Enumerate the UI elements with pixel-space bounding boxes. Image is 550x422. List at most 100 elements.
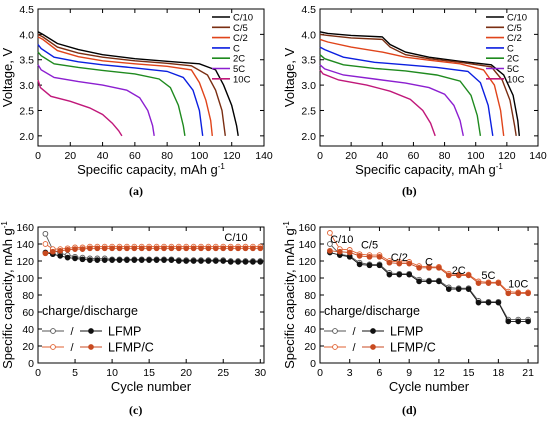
legend-marker-open <box>50 344 56 350</box>
series-line-5C <box>319 64 464 137</box>
legend-label: C/2 <box>233 33 248 44</box>
x-tick-label: 100 <box>191 150 209 162</box>
data-point <box>227 245 234 252</box>
data-point <box>235 259 241 265</box>
data-point <box>235 245 241 252</box>
legend-label: 10C <box>233 74 251 85</box>
data-point <box>376 262 383 269</box>
y-tick-label: 80 <box>22 290 34 302</box>
x-tick-label: 20 <box>180 367 192 379</box>
annotation-rate: C/10 <box>224 232 247 244</box>
data-point <box>153 257 160 263</box>
x-tick-label: 40 <box>97 150 109 162</box>
y-tick-label: 100 <box>298 273 316 285</box>
x-tick-label: 40 <box>376 150 388 162</box>
data-point <box>525 318 531 325</box>
x-tick-label: 30 <box>254 367 266 379</box>
x-tick-label: 20 <box>345 150 357 162</box>
x-tick-label: 15 <box>463 367 475 379</box>
x-tick-label: 20 <box>64 150 76 162</box>
x-tick-label: 25 <box>217 367 229 379</box>
series-line-10C <box>37 79 123 137</box>
legend-marker-filled <box>370 328 376 334</box>
rate-label: C <box>425 256 433 268</box>
legend-label: C/5 <box>507 23 522 34</box>
data-point <box>455 286 462 292</box>
y-axis-title: Voltage, V <box>282 48 297 108</box>
data-point <box>87 245 93 252</box>
data-point <box>183 258 190 264</box>
y-tick-label: 80 <box>304 290 316 302</box>
y-tick-label: 4.0 <box>301 29 316 41</box>
data-point <box>366 253 373 260</box>
plot-frame <box>37 8 265 147</box>
x-tick-label: 60 <box>129 150 141 162</box>
data-point <box>49 248 56 255</box>
x-tick-label: 18 <box>493 367 505 379</box>
legend-separator: / <box>352 342 356 354</box>
data-point <box>465 272 472 279</box>
y-tick-label: 3.5 <box>19 55 34 67</box>
data-point <box>42 241 49 247</box>
data-point <box>161 257 167 263</box>
data-point <box>79 246 86 252</box>
data-point <box>475 280 482 286</box>
data-point <box>212 245 219 252</box>
y-tick-label: 120 <box>298 256 316 268</box>
y-tick-label: 160 <box>16 222 34 234</box>
series-line-C <box>37 44 204 136</box>
data-point <box>386 271 393 278</box>
rate-label: C/5 <box>361 239 378 251</box>
data-point <box>250 259 256 265</box>
data-point <box>242 259 249 265</box>
series-line-C/5 <box>319 33 517 137</box>
legend-label: 10C <box>507 74 525 85</box>
data-point <box>475 299 482 306</box>
legend-label: 2C <box>507 54 519 65</box>
data-point <box>190 258 197 264</box>
x-axis-title: Specific capacity, mAh g-1 <box>77 162 225 177</box>
data-point <box>220 245 227 252</box>
data-point <box>366 262 373 269</box>
legend-separator: / <box>70 326 74 338</box>
legend-label: C <box>233 43 240 54</box>
data-point <box>257 259 264 265</box>
x-tick-label: 5 <box>72 367 78 379</box>
data-point <box>436 264 442 271</box>
data-point <box>436 278 442 285</box>
series-line-2C <box>37 51 186 137</box>
data-point <box>124 257 130 263</box>
data-point <box>79 256 86 263</box>
data-point <box>376 253 383 260</box>
data-point <box>101 245 108 252</box>
series-line-C/2 <box>37 36 213 136</box>
data-point <box>131 257 138 263</box>
x-tick-label: 120 <box>223 150 241 162</box>
data-point <box>515 290 522 297</box>
series-line-2C <box>319 54 482 137</box>
data-point <box>168 257 175 263</box>
legend-label: C <box>507 43 514 54</box>
x-tick-label: 0 <box>35 150 41 162</box>
data-point <box>116 245 123 252</box>
x-tick-label: 3 <box>347 367 353 379</box>
data-point <box>161 245 167 252</box>
y-tick-label: 100 <box>16 273 34 285</box>
data-point <box>505 318 512 325</box>
panel-label-c: (c) <box>129 403 143 417</box>
y-tick-label: 3.0 <box>301 80 316 92</box>
data-point <box>386 259 393 266</box>
legend-label: LFMP/C <box>390 341 436 355</box>
legend-label: C/2 <box>507 33 522 44</box>
data-point <box>146 257 152 263</box>
y-axis-title: Specific capacity, mAh g-1 <box>282 221 297 369</box>
series-line-C <box>319 46 494 137</box>
data-point <box>515 318 522 325</box>
y-tick-label: 120 <box>16 256 34 268</box>
data-point <box>94 257 101 263</box>
data-point <box>183 245 190 252</box>
legend-marker-filled <box>88 344 94 350</box>
data-point <box>131 245 138 252</box>
y-tick-label: 0 <box>28 358 34 370</box>
